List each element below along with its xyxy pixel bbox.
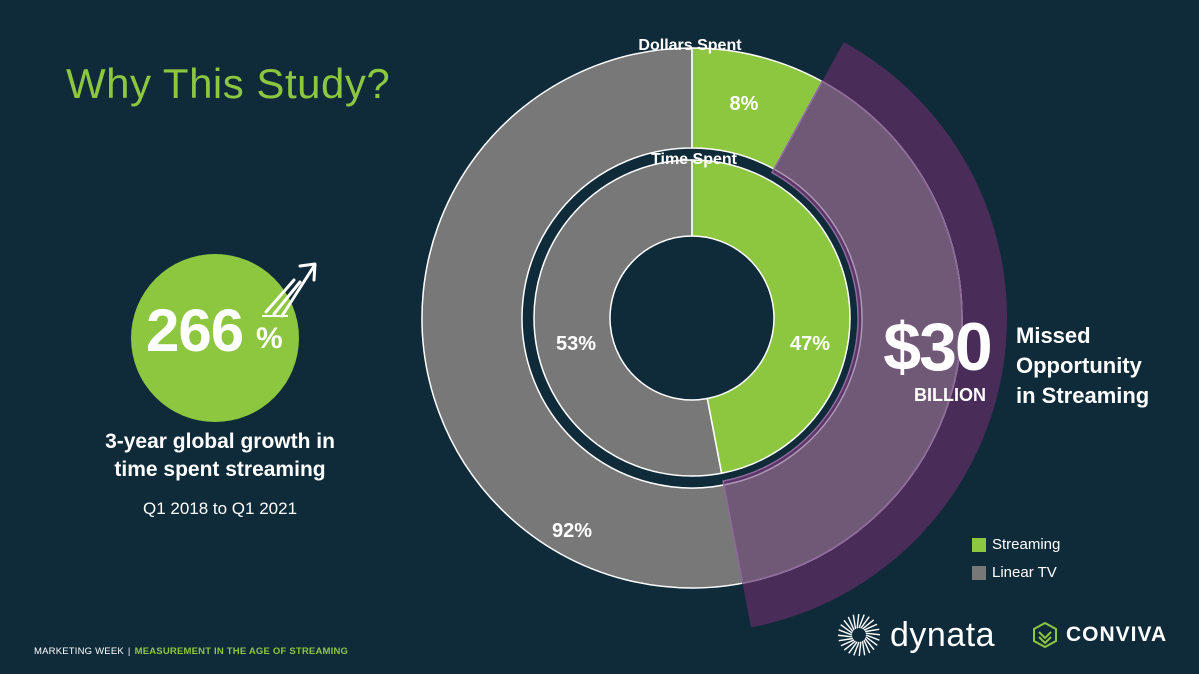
legend-label-streaming: Streaming xyxy=(992,536,1061,553)
legend-item-streaming: Streaming xyxy=(972,536,1060,553)
dynata-burst-ray xyxy=(858,641,862,657)
dynata-burst-ray xyxy=(847,616,855,631)
dynata-burst-ray xyxy=(861,640,866,656)
opportunity-unit: BILLION xyxy=(914,385,986,405)
inner-streaming-label: 47% xyxy=(790,333,830,355)
opportunity-text-line2: Opportunity xyxy=(1016,353,1143,378)
outer-streaming-label: 8% xyxy=(730,93,759,115)
dynata-burst-ray xyxy=(840,639,855,647)
growth-description: 3-year global growth in time spent strea… xyxy=(105,430,335,481)
dynata-burst-ray xyxy=(865,632,881,636)
outer-ring-title: Dollars Spent xyxy=(638,37,742,54)
opportunity-value: $30 xyxy=(883,309,991,385)
dynata-burst-ray xyxy=(843,640,856,651)
inner-ring-linear-slice xyxy=(533,159,723,477)
dynata-burst-ray xyxy=(848,641,858,654)
dynata-burst-ray xyxy=(863,623,878,631)
growth-unit: % xyxy=(256,322,283,355)
footer-separator: | xyxy=(127,646,131,657)
dynata-burst-ray xyxy=(852,614,857,630)
conviva-wordmark: CONVIVA xyxy=(1066,623,1168,646)
dynata-burst-ray xyxy=(864,638,875,651)
dynata-burst-ray xyxy=(838,629,853,636)
growth-arrow-icon xyxy=(262,262,317,318)
growth-date-range: Q1 2018 to Q1 2021 xyxy=(142,499,298,518)
legend-item-linear-tv: Linear TV xyxy=(972,564,1057,581)
legend-swatch-linear-tv xyxy=(972,565,986,580)
dynata-burst-ray xyxy=(863,639,871,654)
dynata-burst-icon xyxy=(837,613,881,657)
dynata-burst-ray xyxy=(862,619,875,630)
inner-ring-streaming-slice xyxy=(691,159,851,475)
growth-circle xyxy=(131,254,299,422)
opportunity-text-line3: in Streaming xyxy=(1016,383,1149,408)
dynata-burst-ray xyxy=(856,613,860,629)
outer-linear-label: 92% xyxy=(552,520,592,542)
dynata-burst-ray xyxy=(843,619,854,632)
dynata-burst-ray xyxy=(840,624,853,634)
growth-value: 266 xyxy=(146,297,244,364)
dynata-burst-ray xyxy=(858,614,865,629)
footer: MARKETING WEEK | MEASUREMENT IN THE AGE OF… xyxy=(34,646,348,657)
page-title: Why This Study? xyxy=(66,60,391,107)
dynata-burst-ray xyxy=(865,634,880,641)
footer-source: MARKETING WEEK xyxy=(34,646,124,657)
conviva-logo: CONVIVA xyxy=(1032,622,1167,648)
dynata-burst-ray xyxy=(838,637,854,642)
dynata-burst-ray xyxy=(837,634,853,638)
opportunity-outline xyxy=(722,80,963,585)
conviva-mark-icon xyxy=(1033,622,1057,648)
dynata-burst-ray xyxy=(864,628,880,633)
dynata-logo: dynata xyxy=(836,612,995,658)
inner-linear-label: 53% xyxy=(556,333,596,355)
dynata-burst-ray xyxy=(860,616,870,629)
legend-label-linear-tv: Linear TV xyxy=(992,564,1057,581)
footer-report-title: MEASUREMENT IN THE AGE OF STREAMING xyxy=(134,646,349,657)
opportunity-text-line1: Missed xyxy=(1016,323,1091,348)
dynata-burst-ray xyxy=(853,641,860,656)
legend-swatch-streaming xyxy=(972,537,986,552)
dynata-wordmark: dynata xyxy=(890,615,996,654)
inner-ring-title: Time Spent xyxy=(651,151,738,168)
dynata-burst-ray xyxy=(865,636,878,646)
